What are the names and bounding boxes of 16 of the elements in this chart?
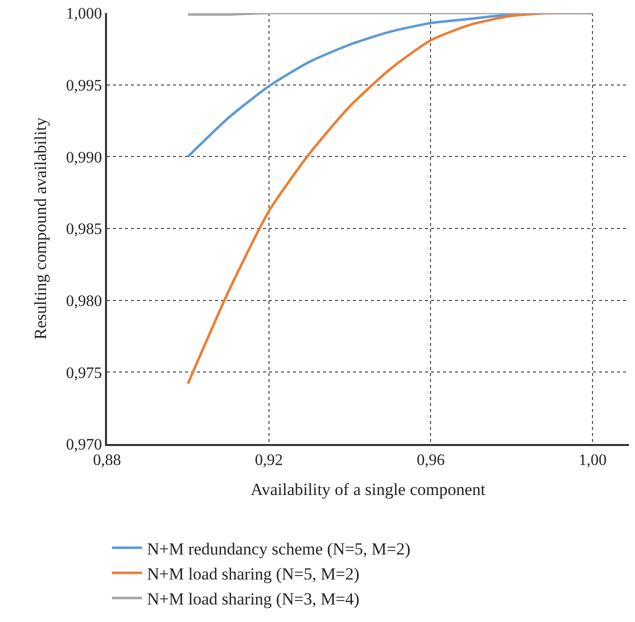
y-tick-label: 0,970: [66, 436, 102, 454]
y-tick-label: 0,995: [66, 77, 102, 94]
legend-label: N+M redundancy scheme (N=5, M=2): [147, 539, 410, 558]
x-tick-label: 0,96: [416, 452, 445, 469]
x-tick-label: 1,00: [578, 452, 607, 469]
y-tick-label: 0,980: [66, 292, 102, 310]
y-tick-label: 1,000: [66, 6, 102, 23]
x-tick-label: 0,92: [254, 452, 283, 469]
legend-label: N+M load sharing (N=5, M=2): [147, 564, 360, 584]
legend-label: N+M load sharing (N=3, M=4): [147, 590, 360, 609]
x-tick-label: 0,88: [93, 452, 121, 469]
x-axis-title: Availability of a single component: [250, 480, 486, 499]
y-tick-label: 0,975: [66, 364, 102, 382]
y-tick-label: 0,990: [66, 149, 102, 166]
y-tick-label: 0,985: [66, 221, 102, 238]
y-axis-title: Resulting compound availability: [31, 117, 50, 340]
